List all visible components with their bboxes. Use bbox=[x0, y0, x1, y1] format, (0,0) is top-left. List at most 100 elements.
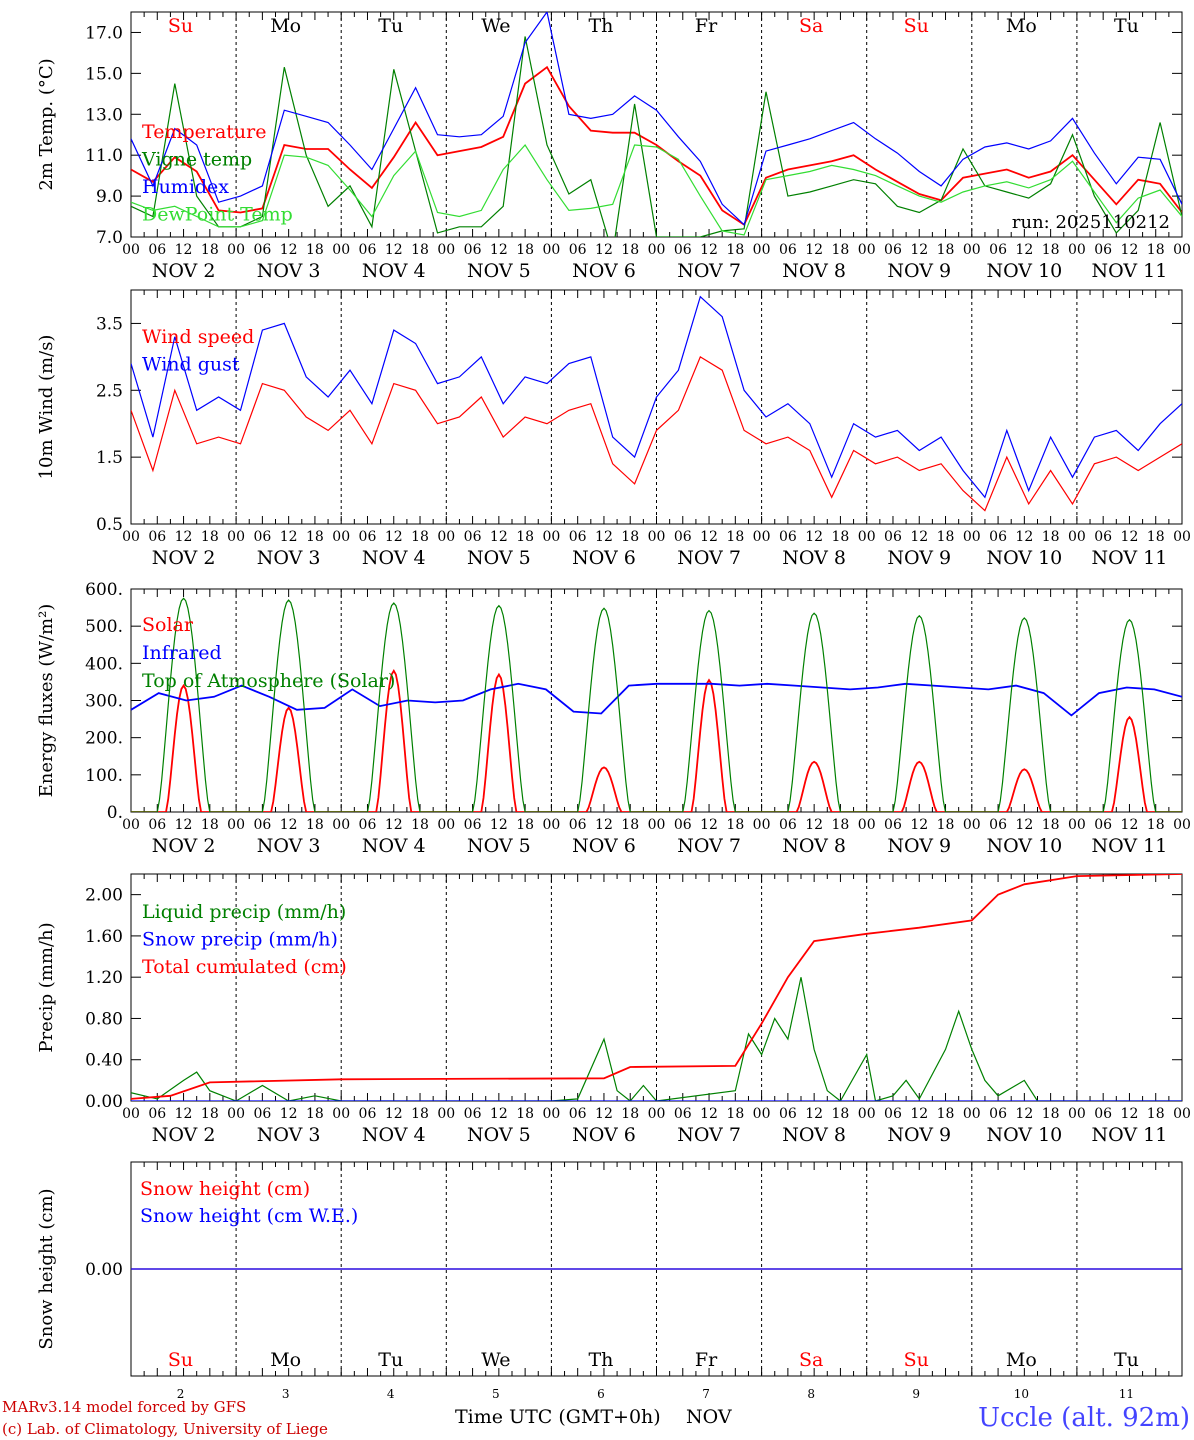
hour-tick-label: 18 bbox=[516, 817, 534, 833]
y-tick-label: 13.0 bbox=[85, 105, 123, 125]
y-tick-label: 100. bbox=[85, 766, 123, 786]
hour-tick-label: 12 bbox=[1015, 529, 1033, 545]
hour-tick-label: 18 bbox=[306, 242, 324, 258]
series-wind-speed-line bbox=[131, 356, 1182, 512]
date-label: NOV 4 bbox=[362, 835, 426, 857]
run-label: run: 2025110212 bbox=[1012, 212, 1170, 233]
panel-snow: 0.00 Snow height (cm) Su Mo Tu We Th Fr Sa Su Mo Tu… bbox=[36, 1161, 1183, 1401]
hour-tick-label: 18 bbox=[832, 529, 850, 545]
hour-tick-label: 18 bbox=[411, 817, 429, 833]
hour-tick-label: 06 bbox=[148, 529, 166, 545]
series-group bbox=[131, 12, 1182, 237]
hour-tick-label: 06 bbox=[359, 1106, 377, 1122]
date-label: NOV 9 bbox=[887, 547, 951, 569]
weekday-label: Tu bbox=[378, 15, 403, 37]
hour-tick-label: 18 bbox=[306, 529, 324, 545]
day-number: 7 bbox=[702, 1387, 710, 1401]
hour-tick-label: 18 bbox=[516, 529, 534, 545]
series-vigne-temp-line bbox=[131, 36, 1182, 237]
date-label: NOV 2 bbox=[152, 1124, 216, 1146]
footer-month: NOV bbox=[686, 1406, 732, 1428]
hour-tick-label: 18 bbox=[621, 1106, 639, 1122]
hour-tick-label: 18 bbox=[201, 1106, 219, 1122]
hour-tick-label: 00 bbox=[542, 817, 560, 833]
legend-vigne-temp: Vigne temp bbox=[141, 149, 252, 171]
hour-tick-label: 12 bbox=[280, 817, 298, 833]
hour-tick-label: 00 bbox=[542, 1106, 560, 1122]
hour-tick-label: 00 bbox=[227, 529, 245, 545]
footer-time-axis: Time UTC (GMT+0h) bbox=[455, 1406, 661, 1428]
weekday-label: Su bbox=[168, 1349, 193, 1371]
legend-wind-gust: Wind gust bbox=[142, 354, 240, 376]
hour-tick-label: 00 bbox=[963, 529, 981, 545]
date-label: NOV 10 bbox=[986, 547, 1062, 569]
y-tick-label: 1.5 bbox=[96, 448, 123, 468]
y-tick-label: 600. bbox=[85, 580, 123, 600]
hour-tick-label: 12 bbox=[175, 529, 193, 545]
series-top-of-atmosphere-solar--line bbox=[131, 597, 1182, 812]
hour-tick-label: 00 bbox=[122, 817, 140, 833]
hour-tick-label: 00 bbox=[753, 817, 771, 833]
hour-tick-label: 18 bbox=[726, 817, 744, 833]
hour-tick-label: 06 bbox=[359, 242, 377, 258]
hour-tick-label: 00 bbox=[227, 817, 245, 833]
hour-tick-label: 00 bbox=[122, 242, 140, 258]
date-label: NOV 8 bbox=[782, 260, 846, 282]
date-label: NOV 7 bbox=[677, 835, 741, 857]
y-tick-label: 9.0 bbox=[96, 187, 123, 207]
weekday-label: Sa bbox=[799, 1349, 823, 1371]
hour-tick-label: 18 bbox=[516, 242, 534, 258]
hour-tick-label: 00 bbox=[753, 1106, 771, 1122]
hour-tick-label: 12 bbox=[490, 817, 508, 833]
date-label: NOV 4 bbox=[362, 1124, 426, 1146]
hour-tick-label: 00 bbox=[1068, 817, 1086, 833]
hour-tick-label: 06 bbox=[1094, 1106, 1112, 1122]
date-label: NOV 6 bbox=[572, 1124, 636, 1146]
hour-tick-label: 12 bbox=[700, 242, 718, 258]
y-tick-label: 17.0 bbox=[85, 23, 123, 43]
hour-tick-label: 12 bbox=[490, 242, 508, 258]
y-axis-label: Energy fluxes (W/m²) bbox=[36, 604, 57, 798]
hour-tick-label: 06 bbox=[359, 529, 377, 545]
weekday-label: Su bbox=[168, 15, 193, 37]
y-tick-label: 7.0 bbox=[96, 228, 123, 248]
hour-tick-label: 18 bbox=[937, 1106, 955, 1122]
day-number: 3 bbox=[282, 1387, 290, 1401]
series-dewpoint-temp-line bbox=[131, 144, 1182, 236]
hour-tick-label: 06 bbox=[674, 1106, 692, 1122]
hour-tick-label: 18 bbox=[411, 529, 429, 545]
hour-tick-label: 18 bbox=[306, 817, 324, 833]
hour-tick-label: 06 bbox=[253, 529, 271, 545]
hour-tick-label: 00 bbox=[1068, 529, 1086, 545]
date-label: NOV 4 bbox=[362, 547, 426, 569]
hour-tick-label: 00 bbox=[437, 529, 455, 545]
hour-tick-label: 06 bbox=[989, 242, 1007, 258]
hour-tick-label: 12 bbox=[595, 529, 613, 545]
hour-tick-label: 00 bbox=[648, 242, 666, 258]
hour-tick-label: 18 bbox=[201, 242, 219, 258]
y-tick-label: 3.5 bbox=[96, 314, 123, 334]
hour-tick-label: 00 bbox=[963, 1106, 981, 1122]
panel-frame bbox=[130, 588, 1183, 813]
date-label: NOV 8 bbox=[782, 835, 846, 857]
hour-tick-label: 06 bbox=[884, 817, 902, 833]
hour-tick-label: 18 bbox=[1147, 242, 1165, 258]
weekday-label: Mo bbox=[1006, 15, 1037, 37]
date-label: NOV 6 bbox=[572, 260, 636, 282]
date-label: NOV 3 bbox=[257, 835, 321, 857]
weekday-label: We bbox=[481, 15, 510, 37]
hour-tick-label: 06 bbox=[464, 529, 482, 545]
hour-tick-label: 00 bbox=[858, 242, 876, 258]
hour-tick-label: 12 bbox=[595, 1106, 613, 1122]
hour-tick-label: 18 bbox=[937, 529, 955, 545]
y-axis-label: 10m Wind (m/s) bbox=[36, 335, 57, 480]
day-number: 6 bbox=[597, 1387, 605, 1401]
hour-tick-label: 00 bbox=[332, 529, 350, 545]
y-tick-label: 1.60 bbox=[85, 927, 123, 947]
weekday-label: Th bbox=[588, 15, 613, 37]
y-axis-label: Precip (mm/h) bbox=[36, 922, 57, 1052]
hour-tick-label: 00 bbox=[858, 1106, 876, 1122]
hour-tick-label: 12 bbox=[700, 817, 718, 833]
panel-wind: 0.5 1.5 2.5 3.5 10m Wind (m/s) 00 06 12 18 00 06 12… bbox=[36, 289, 1191, 569]
hour-tick-label: 12 bbox=[595, 242, 613, 258]
